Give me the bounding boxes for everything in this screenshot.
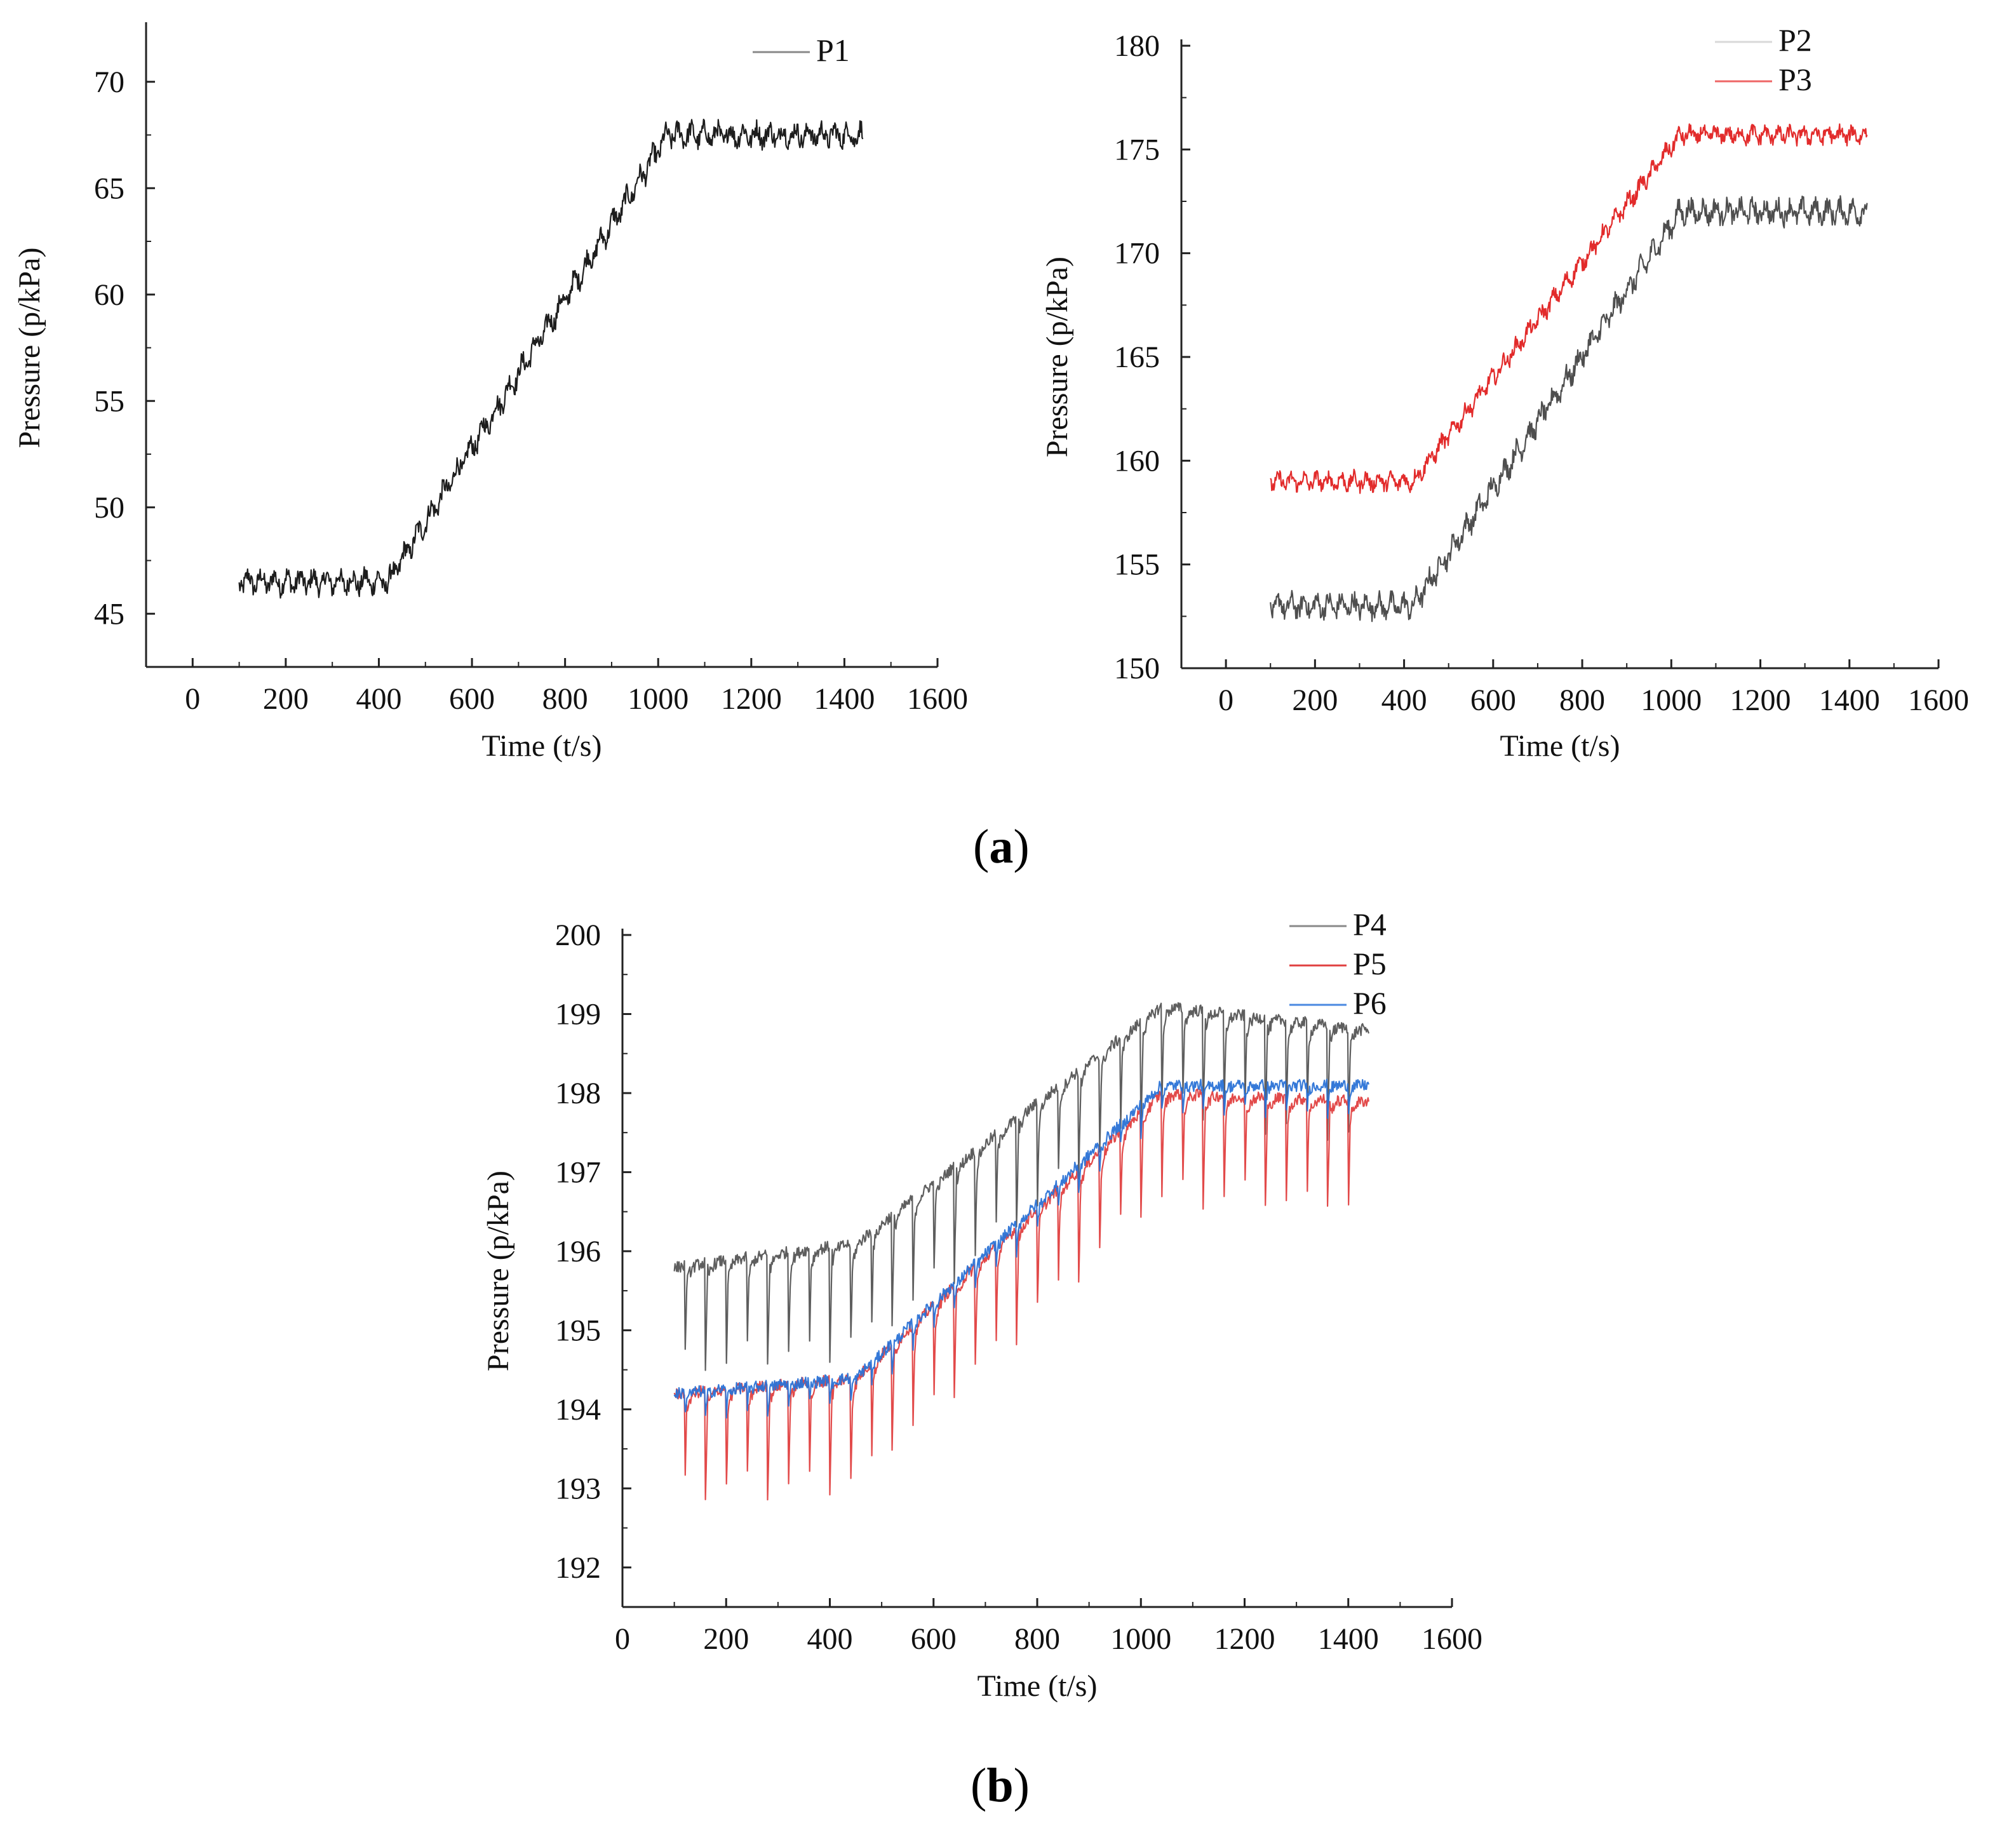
y-tick-label: 170 [1114,237,1160,271]
y-axis-title: Pressure (p/kPa) [1040,257,1074,457]
y-tick-label: 196 [555,1235,601,1268]
x-tick-label: 200 [703,1622,749,1656]
y-tick-label: 200 [555,918,601,952]
y-tick-label: 150 [1114,652,1160,685]
series-line-P4 [673,1002,1370,1371]
y-tick-label: 180 [1114,29,1160,63]
y-tick-label: 55 [94,384,124,418]
y-axis-title: Pressure (p/kPa) [481,1171,515,1371]
x-tick-label: 1400 [814,682,875,716]
legend-label-P6: P6 [1353,985,1387,1021]
y-tick-label: 199 [555,997,601,1031]
y-tick-label: 45 [94,597,124,631]
y-tick-label: 165 [1114,340,1160,374]
x-tick-label: 400 [1381,683,1427,717]
x-tick-label: 1000 [628,682,689,716]
x-tick-label: 1400 [1318,1622,1379,1656]
x-tick-label: 200 [1292,683,1338,717]
y-tick-label: 175 [1114,133,1160,166]
x-tick-label: 1600 [907,682,968,716]
y-tick-label: 50 [94,491,124,525]
x-tick-label: 1600 [1908,683,1969,717]
x-tick-label: 1600 [1421,1622,1482,1656]
x-tick-label: 1200 [721,682,782,716]
legend-label-P1: P1 [816,32,850,68]
series-line-P5 [673,1087,1370,1501]
x-tick-label: 1200 [1730,683,1791,717]
series-line-P3 [1270,123,1868,494]
x-tick-label: 600 [449,682,495,716]
y-tick-label: 160 [1114,444,1160,478]
x-tick-label: 600 [1470,683,1516,717]
y-tick-label: 70 [94,65,124,99]
x-tick-label: 400 [807,1622,853,1656]
legend-label-P4: P4 [1353,906,1387,942]
series-line-P1 [238,118,864,599]
y-tick-label: 194 [555,1393,601,1427]
legend-label-P2: P2 [1778,22,1812,58]
y-tick-label: 65 [94,171,124,205]
legend-label-P3: P3 [1778,62,1812,97]
panel-b-label: (b) [971,1759,1030,1812]
x-axis-title: Time (t/s) [1500,729,1620,763]
y-tick-label: 193 [555,1472,601,1505]
x-tick-label: 400 [356,682,401,716]
y-tick-label: 195 [555,1314,601,1347]
x-tick-label: 600 [911,1622,957,1656]
y-axis-title: Pressure (p/kPa) [13,248,46,448]
x-tick-label: 800 [542,682,588,716]
chart-b: 0 200 400 600 800 1000 1200 1400 1600 192 193 194 19… [481,906,1482,1703]
chart-a-right: 0 200 400 600 800 1000 1200 1400 1600 150 155 160 16… [1040,22,1969,763]
legend-label-P5: P5 [1353,946,1387,981]
y-tick-label: 60 [94,278,124,312]
x-axis-title: Time (t/s) [978,1669,1098,1703]
y-tick-label: 198 [555,1077,601,1110]
series-line-P6 [673,1079,1370,1419]
x-tick-label: 1400 [1819,683,1880,717]
x-tick-label: 0 [615,1622,630,1656]
x-tick-label: 1000 [1110,1622,1171,1656]
x-tick-label: 1000 [1641,683,1702,717]
y-tick-label: 197 [555,1155,601,1189]
x-tick-label: 0 [185,682,200,716]
x-tick-label: 1200 [1214,1622,1275,1656]
y-tick-label: 155 [1114,548,1160,582]
chart-a-left: 0 200 400 600 800 1000 1200 1400 1600 45 50 55 60 65 7… [13,22,968,763]
series-line-P2 [1270,195,1868,622]
x-tick-label: 0 [1218,683,1233,717]
x-tick-label: 800 [1014,1622,1060,1656]
y-tick-label: 192 [555,1551,601,1585]
x-tick-label: 800 [1559,683,1605,717]
panel-a-label: (a) [973,820,1030,873]
x-axis-title: Time (t/s) [482,729,602,763]
x-tick-label: 200 [263,682,309,716]
